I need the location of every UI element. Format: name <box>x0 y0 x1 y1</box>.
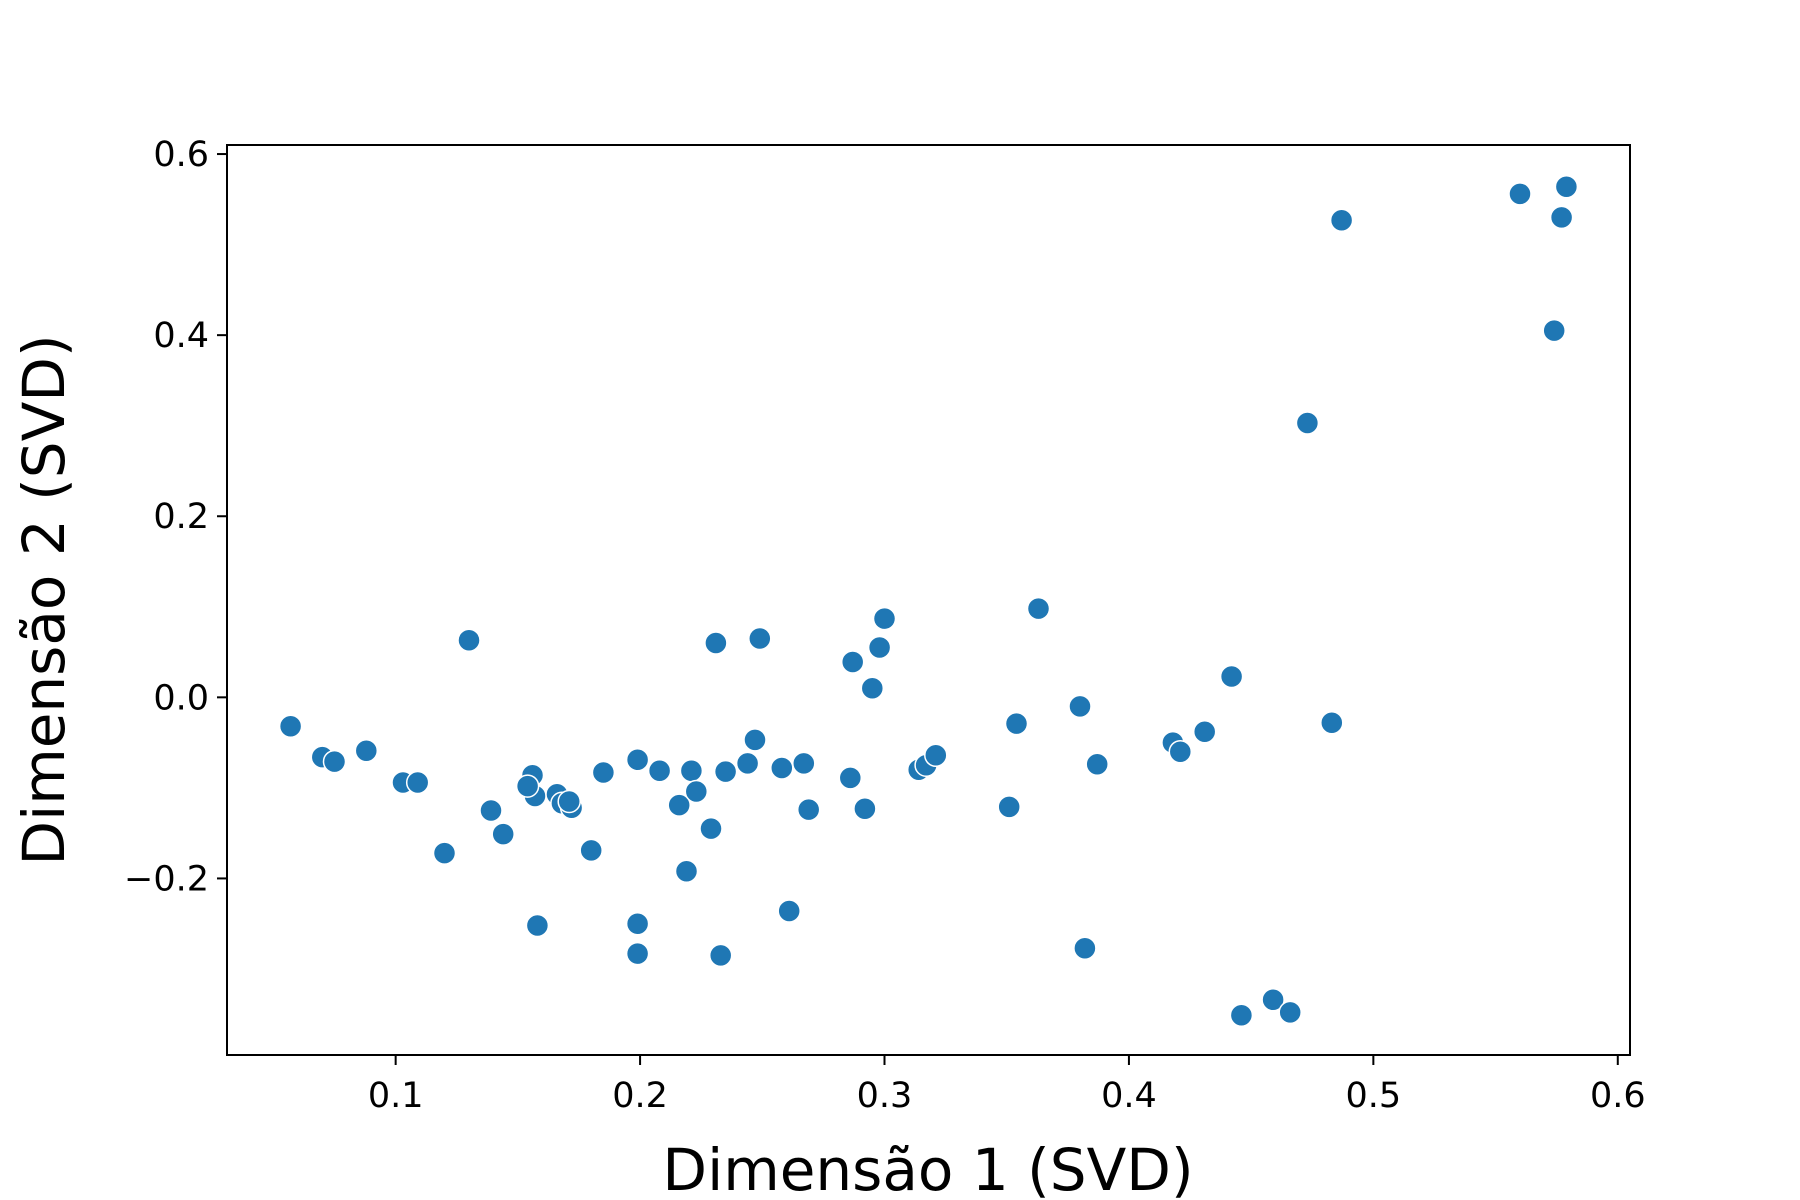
y-axis-label: Dimensão 2 (SVD) <box>10 334 78 865</box>
data-point-10 <box>491 822 515 846</box>
data-point-42 <box>853 796 877 821</box>
data-point-50 <box>1004 711 1029 736</box>
data-point-25 <box>667 793 691 817</box>
data-point-49 <box>997 795 1021 819</box>
data-point-32 <box>713 759 738 784</box>
data-point-21 <box>625 748 650 772</box>
data-point-37 <box>777 899 801 923</box>
data-point-31 <box>708 943 733 968</box>
data-point-45 <box>872 606 897 631</box>
data-point-60 <box>1261 988 1285 1012</box>
y-tick-label: −0.2 <box>124 859 209 899</box>
data-point-30 <box>704 631 728 655</box>
y-tick-label: 0.0 <box>153 678 209 718</box>
data-point-43 <box>860 676 885 701</box>
data-point-58 <box>1219 664 1244 689</box>
data-point-23 <box>625 941 650 966</box>
data-point-53 <box>1073 936 1097 960</box>
x-tick-label: 0.4 <box>1101 1076 1157 1116</box>
data-point-54 <box>1085 752 1109 777</box>
data-point-26 <box>674 859 699 883</box>
data-point-44 <box>867 635 892 660</box>
data-point-28 <box>684 779 709 804</box>
data-point-39 <box>796 797 821 822</box>
data-point-4 <box>354 739 379 763</box>
data-point-38 <box>792 751 816 776</box>
y-tick-label: 0.6 <box>153 135 209 175</box>
plot-frame <box>226 144 1631 1056</box>
data-point-35 <box>748 626 772 651</box>
y-tick-label: 0.4 <box>153 316 209 356</box>
data-point-18 <box>557 789 581 814</box>
data-point-65 <box>1508 182 1532 206</box>
data-point-29 <box>699 816 723 841</box>
data-point-59 <box>1229 1003 1254 1027</box>
data-point-14 <box>515 774 540 798</box>
data-point-41 <box>840 650 865 674</box>
data-point-24 <box>647 758 672 783</box>
data-point-56 <box>1168 739 1193 764</box>
data-point-33 <box>735 751 760 776</box>
data-point-27 <box>679 758 704 783</box>
x-axis-label: Dimensão 1 (SVD) <box>662 1136 1193 1200</box>
data-point-13 <box>525 913 550 938</box>
x-tick-label: 0.5 <box>1346 1076 1402 1116</box>
points-layer <box>278 174 1579 1027</box>
data-point-7 <box>432 841 457 865</box>
data-point-40 <box>838 766 863 790</box>
data-point-9 <box>479 798 503 823</box>
data-point-63 <box>1320 710 1344 735</box>
x-tick-label: 0.2 <box>612 1076 668 1116</box>
x-axis: 0.1 0.2 0.3 0.4 0.5 0.6 <box>368 1055 1646 1116</box>
data-point-34 <box>743 728 767 752</box>
data-point-19 <box>579 838 603 863</box>
data-point-62 <box>1295 411 1320 435</box>
data-point-61 <box>1278 1000 1302 1025</box>
y-tick-label: 0.2 <box>153 497 209 537</box>
data-point-67 <box>1549 205 1574 230</box>
x-tick-label: 0.3 <box>857 1076 913 1116</box>
y-axis: −0.2 0.0 0.2 0.4 0.6 <box>124 135 227 899</box>
data-point-36 <box>770 756 794 780</box>
x-tick-label: 0.1 <box>368 1076 424 1116</box>
data-point-64 <box>1329 208 1354 232</box>
data-point-51 <box>1026 596 1051 621</box>
data-point-6 <box>405 770 430 795</box>
data-point-68 <box>1554 174 1579 199</box>
data-point-57 <box>1192 719 1217 744</box>
data-point-52 <box>1068 694 1092 719</box>
data-point-66 <box>1542 318 1566 343</box>
data-point-8 <box>457 628 481 653</box>
data-point-1 <box>278 714 303 739</box>
data-point-48 <box>924 743 948 768</box>
data-point-20 <box>591 760 616 785</box>
data-point-22 <box>625 911 650 936</box>
data-point-3 <box>322 749 347 774</box>
x-tick-label: 0.6 <box>1590 1076 1646 1116</box>
